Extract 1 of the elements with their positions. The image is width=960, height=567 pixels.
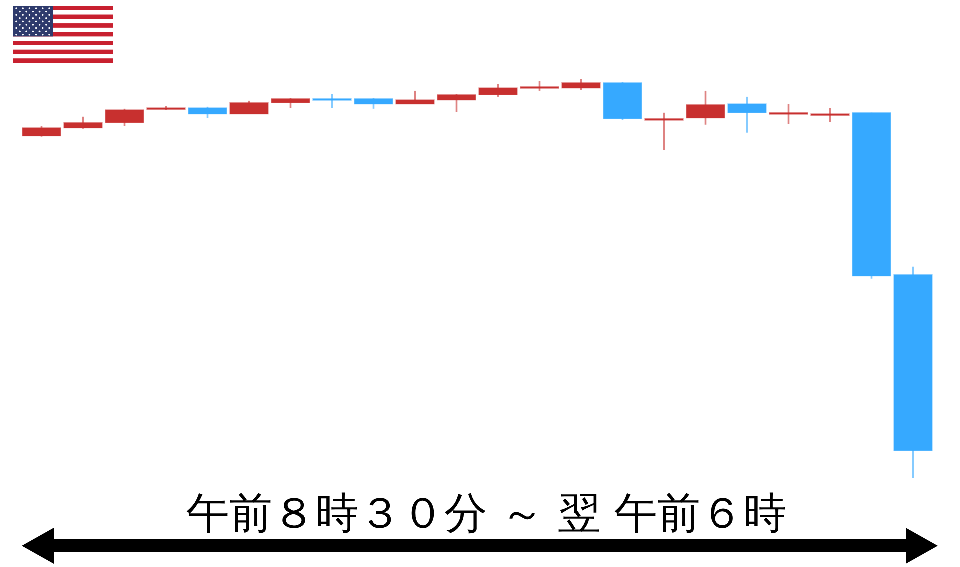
xlabel: 午前８時３０分 ～ 翌 午前６時 — [186, 489, 786, 539]
